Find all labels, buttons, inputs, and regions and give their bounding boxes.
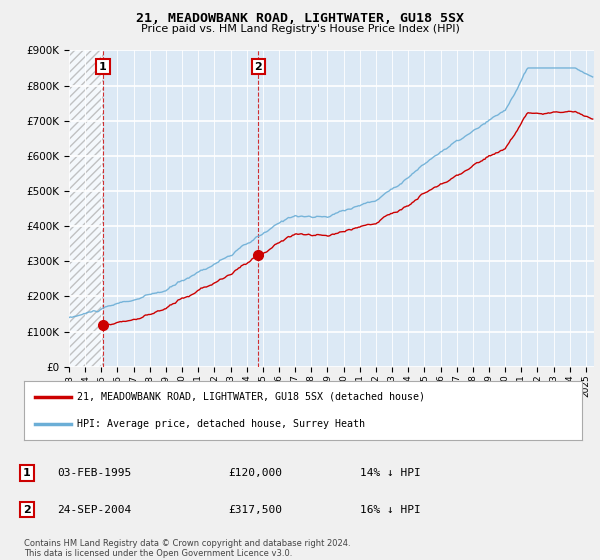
Text: £120,000: £120,000: [228, 468, 282, 478]
Text: 14% ↓ HPI: 14% ↓ HPI: [360, 468, 421, 478]
Bar: [69, 50, 103, 367]
Text: 2: 2: [23, 505, 31, 515]
Text: Price paid vs. HM Land Registry's House Price Index (HPI): Price paid vs. HM Land Registry's House …: [140, 24, 460, 34]
Text: HPI: Average price, detached house, Surrey Heath: HPI: Average price, detached house, Surr…: [77, 419, 365, 429]
Text: £317,500: £317,500: [228, 505, 282, 515]
Text: 03-FEB-1995: 03-FEB-1995: [57, 468, 131, 478]
Text: 1: 1: [23, 468, 31, 478]
Text: 2: 2: [254, 62, 262, 72]
Text: Contains HM Land Registry data © Crown copyright and database right 2024.
This d: Contains HM Land Registry data © Crown c…: [24, 539, 350, 558]
Text: 1: 1: [99, 62, 107, 72]
Text: 24-SEP-2004: 24-SEP-2004: [57, 505, 131, 515]
Text: 16% ↓ HPI: 16% ↓ HPI: [360, 505, 421, 515]
Text: 21, MEADOWBANK ROAD, LIGHTWATER, GU18 5SX (detached house): 21, MEADOWBANK ROAD, LIGHTWATER, GU18 5S…: [77, 391, 425, 402]
Text: 21, MEADOWBANK ROAD, LIGHTWATER, GU18 5SX: 21, MEADOWBANK ROAD, LIGHTWATER, GU18 5S…: [136, 12, 464, 25]
